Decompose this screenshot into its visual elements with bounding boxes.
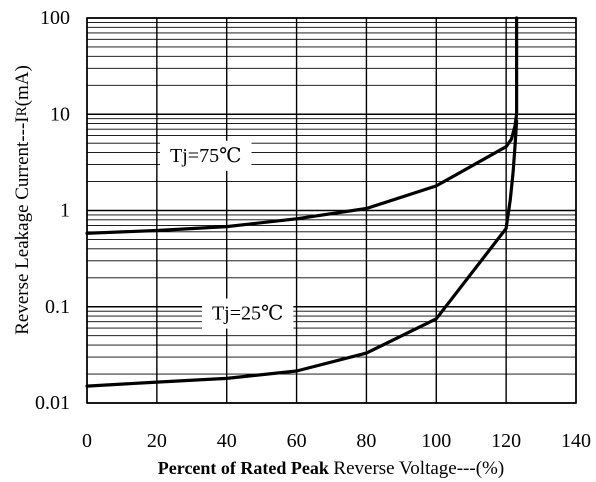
y-axis-title: Reverse Leakage Current---IR(mA): [12, 65, 33, 335]
y-axis-title-part2: (mA): [12, 65, 33, 106]
y-tick-label: 0.01: [35, 392, 70, 414]
curve-label-tj-75: Tj=75℃: [170, 145, 241, 167]
plot-frame: [86, 17, 577, 404]
y-axis-title-part1: Reverse Leakage Current---I: [12, 116, 33, 334]
x-tick-label: 40: [217, 430, 237, 452]
series-line-tj-25: [85, 119, 519, 388]
x-axis-tick-labels: 0 20 40 60 80 100 120 140: [82, 430, 591, 452]
x-tick-label: 20: [147, 430, 167, 452]
x-tick-label: 120: [491, 430, 521, 452]
series-line-tj-75: [85, 16, 519, 235]
x-axis-title: Percent of Rated Peak Reverse Voltage---…: [158, 458, 504, 479]
curve-label-background: [201, 298, 294, 329]
y-axis-title-subscript: R: [14, 106, 30, 116]
y-tick-label: 1: [60, 200, 70, 222]
y-axis-tick-labels: 0.01 0.1 1 10 100: [35, 7, 70, 414]
x-tick-label: 80: [356, 430, 376, 452]
x-tick-label: 0: [82, 430, 92, 452]
y-tick-label: 100: [40, 7, 70, 29]
y-tick-label: 0.1: [45, 296, 70, 318]
x-axis-title-part2: Reverse Voltage---(%): [333, 458, 504, 479]
curve-labels: Tj=75℃ Tj=25℃: [160, 140, 294, 329]
data-series: [85, 16, 519, 388]
x-tick-label: 60: [287, 430, 307, 452]
y-tick-label: 10: [50, 103, 70, 125]
major-gridlines: [86, 17, 577, 404]
x-tick-label: 100: [421, 430, 451, 452]
curve-label-background: [160, 140, 252, 171]
x-axis-title-part1: Percent of Rated Peak: [158, 458, 334, 478]
x-tick-label: 140: [561, 430, 591, 452]
curve-label-tj-25: Tj=25℃: [212, 303, 283, 325]
minor-gridlines: [87, 21, 576, 375]
